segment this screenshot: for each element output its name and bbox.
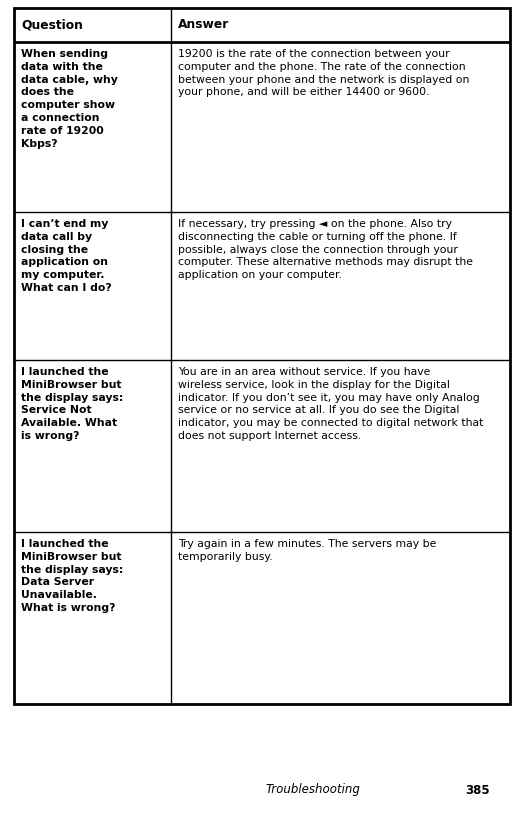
Text: I launched the
MiniBrowser but
the display says:
Service Not
Available. What
is : I launched the MiniBrowser but the displ… bbox=[21, 367, 124, 441]
Text: 19200 is the rate of the connection between your
computer and the phone. The rat: 19200 is the rate of the connection betw… bbox=[178, 49, 469, 98]
Text: I can’t end my
data call by
closing the
application on
my computer.
What can I d: I can’t end my data call by closing the … bbox=[21, 219, 112, 293]
Text: Question: Question bbox=[21, 18, 83, 32]
Text: Try again in a few minutes. The servers may be
temporarily busy.: Try again in a few minutes. The servers … bbox=[178, 539, 437, 562]
Text: I launched the
MiniBrowser but
the display says:
Data Server
Unavailable.
What i: I launched the MiniBrowser but the displ… bbox=[21, 539, 124, 613]
Text: You are in an area without service. If you have
wireless service, look in the di: You are in an area without service. If y… bbox=[178, 367, 483, 441]
Text: Answer: Answer bbox=[178, 18, 229, 32]
Text: 385: 385 bbox=[466, 783, 490, 797]
Text: Troubleshooting: Troubleshooting bbox=[265, 783, 360, 797]
Text: If necessary, try pressing ◄ on the phone. Also try
disconnecting the cable or t: If necessary, try pressing ◄ on the phon… bbox=[178, 219, 473, 281]
Text: When sending
data with the
data cable, why
does the
computer show
a connection
r: When sending data with the data cable, w… bbox=[21, 49, 118, 149]
Bar bbox=[14, 8, 510, 704]
